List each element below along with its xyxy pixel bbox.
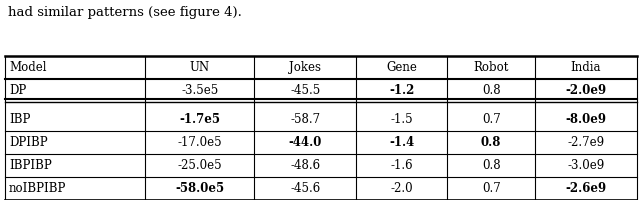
- Text: -1.7e5: -1.7e5: [179, 113, 220, 126]
- Text: -1.2: -1.2: [389, 84, 414, 97]
- Text: Jokes: Jokes: [289, 61, 321, 74]
- Text: -1.4: -1.4: [389, 136, 414, 149]
- Text: -2.7e9: -2.7e9: [567, 136, 604, 149]
- Text: Gene: Gene: [386, 61, 417, 74]
- Text: -44.0: -44.0: [289, 136, 322, 149]
- Text: -2.6e9: -2.6e9: [565, 182, 607, 195]
- Text: -25.0e5: -25.0e5: [177, 159, 222, 172]
- Text: -3.5e5: -3.5e5: [181, 84, 218, 97]
- Text: DPIBP: DPIBP: [9, 136, 47, 149]
- Text: -2.0: -2.0: [390, 182, 413, 195]
- Text: DP: DP: [9, 84, 26, 97]
- Text: -45.6: -45.6: [290, 182, 320, 195]
- Text: had similar patterns (see figure 4).: had similar patterns (see figure 4).: [8, 6, 242, 19]
- Text: 0.8: 0.8: [482, 159, 500, 172]
- Text: 0.8: 0.8: [481, 136, 501, 149]
- Text: -3.0e9: -3.0e9: [567, 159, 605, 172]
- Text: 0.7: 0.7: [482, 182, 500, 195]
- Text: India: India: [571, 61, 601, 74]
- Text: -1.6: -1.6: [390, 159, 413, 172]
- Text: IBPIBP: IBPIBP: [9, 159, 52, 172]
- Text: Model: Model: [9, 61, 47, 74]
- Text: 0.7: 0.7: [482, 113, 500, 126]
- Text: -17.0e5: -17.0e5: [177, 136, 222, 149]
- Text: IBP: IBP: [9, 113, 30, 126]
- Text: -58.0e5: -58.0e5: [175, 182, 225, 195]
- Text: noIBPIBP: noIBPIBP: [9, 182, 67, 195]
- Text: Robot: Robot: [474, 61, 509, 74]
- Text: UN: UN: [190, 61, 210, 74]
- Text: -48.6: -48.6: [290, 159, 320, 172]
- Text: -1.5: -1.5: [390, 113, 413, 126]
- Text: -2.0e9: -2.0e9: [565, 84, 607, 97]
- Text: -45.5: -45.5: [290, 84, 320, 97]
- Text: -58.7: -58.7: [290, 113, 320, 126]
- Text: 0.8: 0.8: [482, 84, 500, 97]
- Text: -8.0e9: -8.0e9: [565, 113, 607, 126]
